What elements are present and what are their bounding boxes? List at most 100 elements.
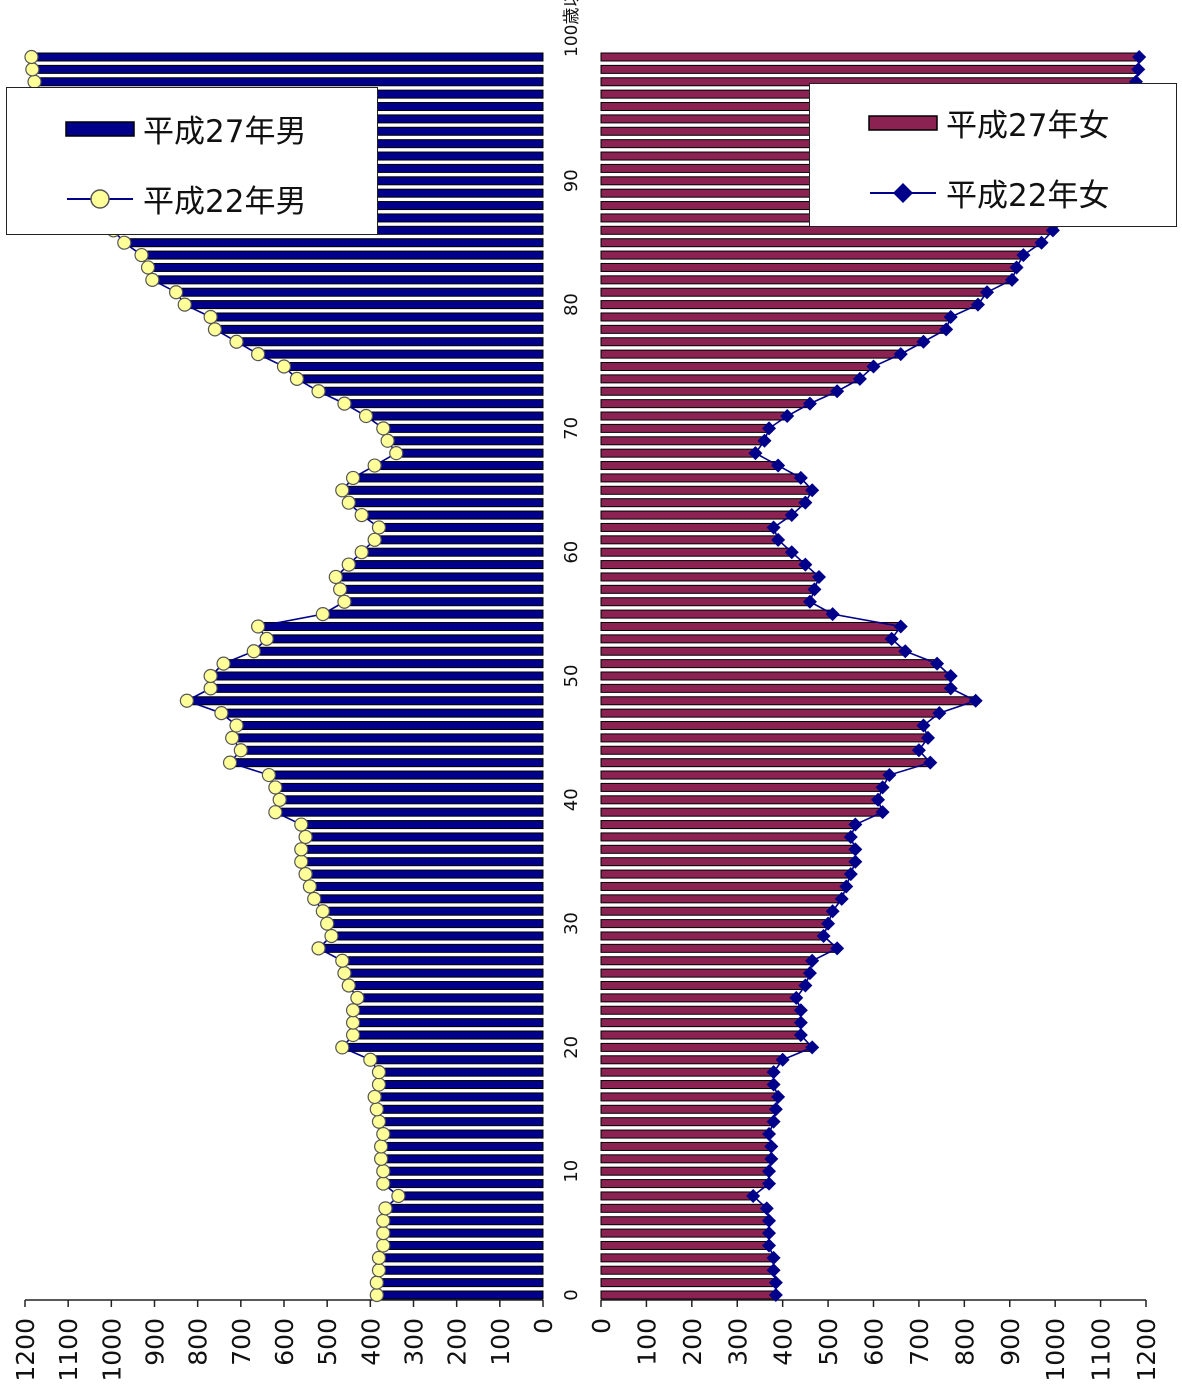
- male-2010-point: [345, 470, 361, 486]
- male-2015-bar: [220, 708, 544, 718]
- female-2010-point: [771, 1089, 786, 1104]
- female-2015-bar: [600, 386, 838, 396]
- female-2015-bar: [600, 659, 938, 669]
- female-2015-bar: [600, 671, 952, 681]
- female-line-swatch: [870, 182, 936, 203]
- female-2010-point: [834, 891, 849, 906]
- male-2010-point: [315, 606, 330, 622]
- female-2010-point: [793, 1015, 808, 1030]
- male-2010-point: [376, 1213, 391, 1228]
- female-2015-bar: [600, 473, 802, 483]
- female-2010-point: [798, 557, 813, 572]
- female-2015-bar: [600, 349, 902, 359]
- female-2010-point: [762, 1238, 777, 1253]
- male-2010-point: [229, 718, 244, 733]
- female-2010-point: [898, 644, 913, 659]
- male-2015-bar: [382, 1166, 544, 1176]
- female-2010-point: [1009, 260, 1024, 275]
- female-2010-point: [943, 681, 958, 696]
- female-2015-bar: [600, 560, 806, 570]
- female-2015-bar: [600, 1154, 772, 1164]
- female-2010-point: [766, 1077, 781, 1092]
- female-2010-point: [821, 916, 836, 931]
- age-tick-label: 40: [561, 788, 582, 811]
- female-2010-point: [911, 743, 926, 758]
- female-2010-point: [932, 706, 947, 721]
- male-2015-bar: [343, 968, 544, 978]
- female-2015-bar: [600, 1042, 813, 1052]
- male-2010-point: [294, 842, 309, 857]
- right-x-tick-label: 1100: [1087, 1318, 1116, 1382]
- right-x-tick-label: 500: [814, 1318, 843, 1366]
- male-2010-point: [259, 631, 274, 646]
- female-2015-bar: [600, 337, 924, 347]
- female-2010-point: [780, 409, 795, 424]
- female-2015-bar: [600, 832, 852, 842]
- male-2015-bar: [376, 1278, 544, 1288]
- male-2015-bar: [361, 510, 544, 520]
- male-2010-point: [345, 1003, 361, 1018]
- female-2015-bar: [600, 1228, 770, 1238]
- female-legend: 平成27年女 平成22年女: [809, 83, 1177, 227]
- male-2015-bar: [326, 919, 544, 929]
- female-2010-point: [768, 1275, 783, 1290]
- male-2015-bar: [352, 1005, 544, 1015]
- female-2010-point: [1132, 50, 1147, 64]
- male-2015-bar: [231, 733, 544, 743]
- female-2015-bar: [600, 881, 847, 891]
- male-2015-bar: [31, 64, 544, 74]
- male-2010-point: [168, 285, 184, 300]
- male-2010-point: [251, 619, 266, 634]
- male-2015-bar: [236, 337, 544, 347]
- female-2015-bar: [600, 250, 1024, 260]
- female-2010-point: [871, 792, 886, 807]
- male-2015-bar: [384, 1203, 544, 1213]
- male-2010-point: [376, 1176, 391, 1191]
- male-2010-point: [261, 767, 276, 783]
- male-2015-bar: [236, 721, 544, 731]
- female-2010-point: [970, 297, 985, 312]
- male-2015-bar: [378, 1080, 544, 1090]
- male-2015-bar: [378, 1067, 544, 1077]
- female-2010-point: [852, 371, 867, 386]
- male-2010-point: [117, 235, 132, 250]
- female-bar-swatch-rect: [868, 114, 938, 131]
- male-2015-bar: [352, 473, 544, 483]
- male-line-legend-label: 平成22年男: [143, 184, 307, 220]
- male-2010-point: [289, 371, 305, 386]
- female-2010-point: [830, 384, 845, 399]
- female-2015-bar: [600, 708, 940, 718]
- male-2010-point: [371, 1077, 387, 1092]
- female-2015-bar: [600, 1080, 775, 1090]
- male-2010-point: [376, 1238, 391, 1253]
- male-2010-point: [307, 891, 322, 906]
- male-2015-bar: [382, 423, 544, 433]
- male-2015-bar: [382, 1179, 544, 1189]
- male-2010-point: [145, 272, 160, 287]
- male-2010-point: [337, 396, 352, 411]
- male-2015-bar: [341, 485, 544, 495]
- male-2010-point: [376, 1225, 391, 1241]
- female-2015-bar: [600, 943, 838, 953]
- male-2015-bar: [151, 275, 544, 285]
- female-2010-point: [802, 966, 817, 981]
- male-2015-bar: [175, 287, 544, 297]
- male-2015-bar: [210, 312, 544, 322]
- female-2015-bar: [600, 1005, 802, 1015]
- male-2015-bar: [309, 881, 544, 891]
- male-2015-bar: [240, 745, 544, 755]
- male-2010-point: [216, 656, 231, 671]
- right-x-tick-label: 400: [769, 1318, 798, 1366]
- female-2010-point: [848, 842, 863, 857]
- female-bar-legend-label: 平成27年女: [946, 108, 1110, 144]
- left-x-tick-label: 1200: [11, 1318, 40, 1382]
- female-2015-bar: [600, 696, 977, 706]
- male-line-marker-swatch: [90, 188, 110, 209]
- male-2010-point: [207, 322, 223, 337]
- male-2010-point: [294, 817, 309, 832]
- female-2015-bar: [600, 869, 852, 879]
- male-2010-point: [24, 49, 39, 65]
- female-2010-point: [805, 483, 820, 498]
- male-2010-point: [376, 1164, 391, 1179]
